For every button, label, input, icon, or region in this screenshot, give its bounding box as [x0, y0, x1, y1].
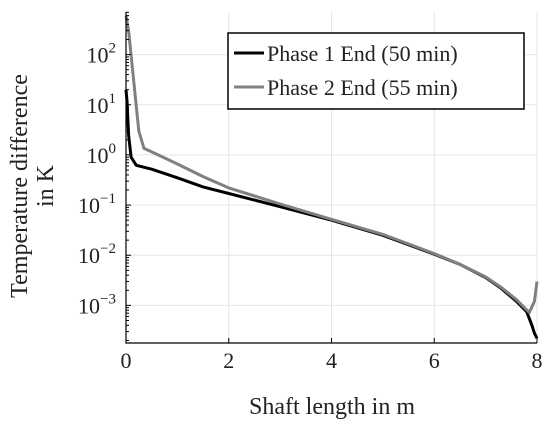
x-tick-label: 4: [326, 348, 337, 373]
legend-label-phase-1: Phase 1 End (50 min): [267, 41, 458, 66]
y-tick-label: 100: [87, 141, 117, 168]
y-axis-label-line-2: in K: [33, 164, 59, 207]
tick-labels: 0 2 4 6 8 10−3 10−2 10−1 100 101 102: [78, 41, 542, 373]
series-line-2: [124, 15, 539, 314]
axes: [125, 11, 538, 344]
y-tick-label: 10−1: [78, 191, 116, 218]
x-tick-label: 0: [121, 348, 132, 373]
y-axis-label: Temperature difference in K: [7, 74, 59, 298]
legend: Phase 1 End (50 min) Phase 2 End (55 min…: [227, 32, 525, 110]
axis-frame: [125, 12, 537, 344]
y-axis-label-line-1: Temperature difference: [7, 74, 33, 298]
x-axis-label: Shaft length in m: [249, 394, 415, 420]
x-tick-label: 6: [429, 348, 440, 373]
legend-label-phase-2: Phase 2 End (55 min): [267, 75, 458, 100]
y-tick-label: 10−2: [78, 241, 116, 268]
y-tick-label: 101: [87, 91, 117, 118]
y-tick-label: 102: [87, 41, 117, 68]
y-tick-label: 10−3: [78, 291, 116, 318]
legend-box: [227, 32, 525, 110]
x-tick-label: 8: [532, 348, 543, 373]
series-lines: [124, 15, 539, 340]
x-tick-label: 2: [223, 348, 234, 373]
